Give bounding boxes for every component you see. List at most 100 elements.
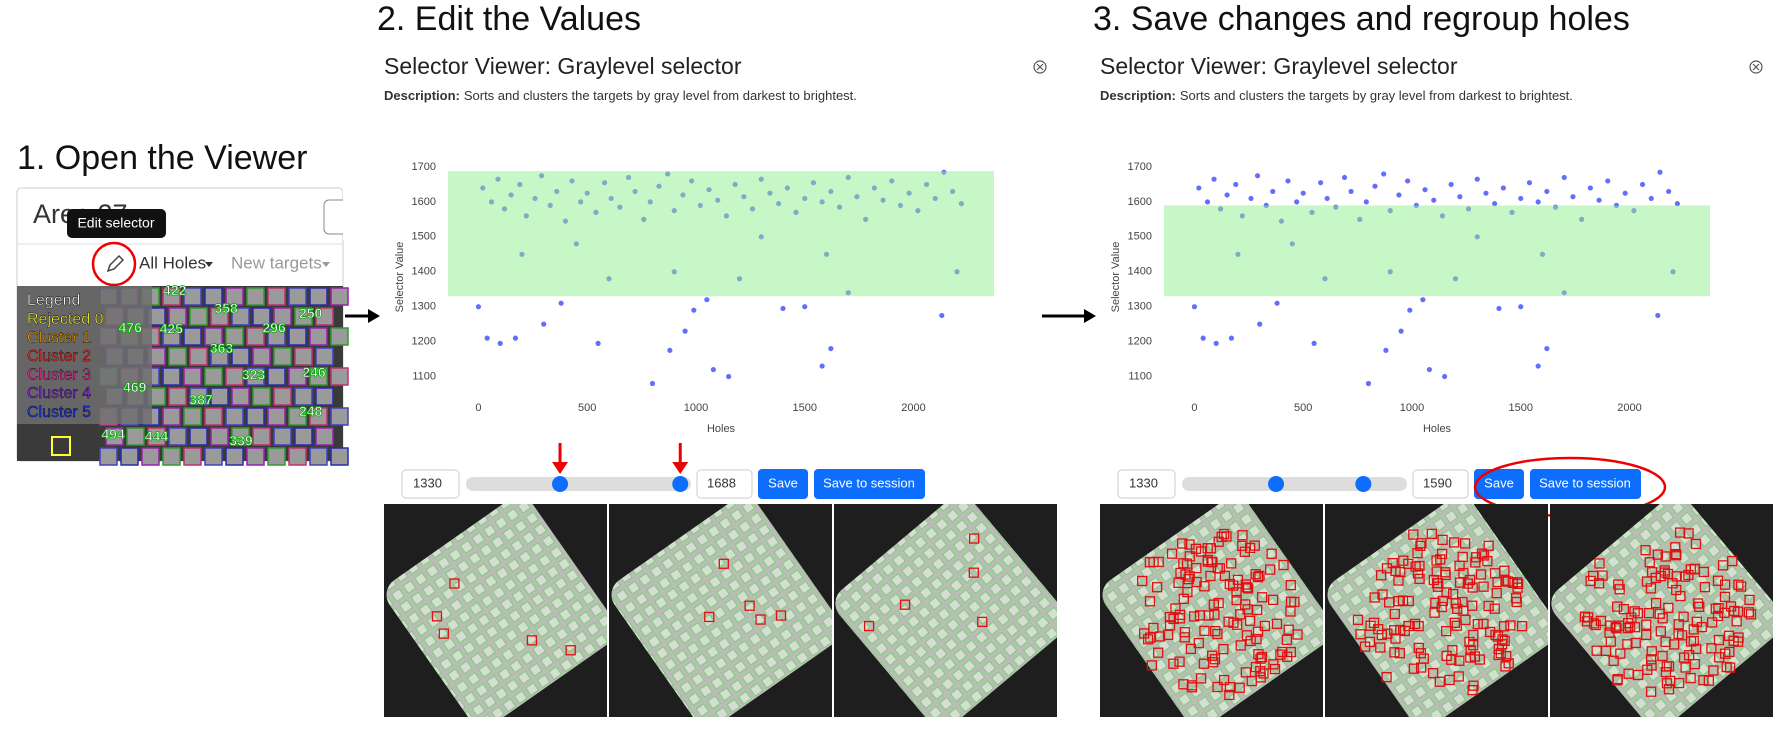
hole — [99, 447, 118, 466]
target-square — [1493, 649, 1504, 661]
target-square — [1434, 676, 1445, 687]
target-square — [1688, 635, 1699, 647]
target-square — [1179, 632, 1190, 643]
target-square — [1237, 540, 1248, 552]
target-square — [1483, 540, 1494, 551]
target-square — [1210, 625, 1221, 637]
target-square — [1502, 576, 1514, 587]
hole — [330, 287, 349, 306]
hole — [288, 447, 307, 466]
point — [1405, 178, 1411, 184]
point — [1254, 173, 1261, 179]
save-session-button[interactable] — [814, 469, 925, 499]
pencil-icon[interactable] — [106, 254, 125, 273]
target-square — [1646, 646, 1657, 657]
target-square — [1252, 571, 1264, 583]
target-square — [1492, 576, 1503, 588]
target-square — [1501, 650, 1512, 662]
save-session-button[interactable] — [1530, 469, 1641, 499]
hole — [162, 287, 181, 306]
y-tick-label: 1200 — [412, 336, 436, 348]
viewer-title: Selector Viewer: Graylevel selector — [384, 53, 742, 79]
slider-handle[interactable] — [1268, 476, 1285, 492]
point — [1674, 201, 1680, 207]
hole-label: 425 — [160, 321, 184, 337]
hole — [288, 367, 307, 386]
point — [1348, 188, 1354, 195]
target-square — [1645, 654, 1657, 665]
target-square — [1382, 628, 1393, 639]
target-square — [1365, 620, 1376, 631]
target-square — [1660, 666, 1672, 678]
slider-track — [466, 477, 691, 491]
hole — [231, 387, 250, 406]
hole — [252, 347, 271, 366]
target-square — [1712, 610, 1724, 622]
hole — [204, 367, 223, 386]
hole — [315, 307, 334, 326]
tooltip — [67, 209, 166, 238]
point — [1383, 347, 1389, 353]
target-square — [1713, 602, 1724, 614]
dropdown[interactable]: All Holes — [139, 253, 206, 272]
target-square — [1281, 634, 1293, 646]
save-button[interactable] — [758, 469, 808, 499]
save-button[interactable] — [1474, 469, 1524, 499]
target-square — [1630, 637, 1641, 649]
slider-handle[interactable] — [1355, 476, 1372, 492]
target-square — [1292, 629, 1303, 640]
target-square — [1645, 686, 1657, 697]
target-square — [1191, 562, 1202, 574]
point — [1535, 363, 1541, 369]
target-square — [1696, 621, 1707, 633]
target-square — [1426, 528, 1437, 539]
target-square — [1240, 667, 1252, 678]
max-input[interactable] — [1412, 469, 1469, 499]
target-square — [1250, 661, 1262, 673]
target-square — [1732, 636, 1744, 647]
min-input[interactable] — [1117, 469, 1176, 499]
target-square — [1646, 567, 1658, 578]
target-square — [1698, 566, 1710, 578]
target-square — [1650, 597, 1662, 609]
hole — [267, 447, 286, 466]
target-square — [968, 567, 979, 578]
slider-handle[interactable] — [552, 476, 569, 492]
hole — [330, 367, 349, 386]
slider-handle[interactable] — [672, 476, 689, 492]
hole — [141, 447, 160, 466]
min-input[interactable] — [401, 469, 460, 499]
close-icon[interactable] — [1033, 60, 1047, 74]
target-square — [1148, 622, 1159, 634]
point — [1285, 178, 1291, 184]
point — [1270, 188, 1276, 195]
hole — [183, 327, 202, 346]
close-icon[interactable] — [1749, 60, 1763, 74]
point — [939, 312, 945, 319]
x-tick-label: 2000 — [901, 402, 925, 414]
target-square — [1444, 674, 1455, 686]
description: Description: Sorts and clusters the targe… — [384, 88, 857, 103]
target-square — [1500, 661, 1511, 672]
target-square — [1643, 607, 1655, 619]
y-tick-label: 1500 — [1128, 231, 1152, 243]
target-square — [1663, 684, 1675, 695]
hole — [168, 307, 187, 326]
target-square — [1387, 557, 1398, 569]
y-tick-label: 1600 — [412, 196, 436, 208]
target-square — [1493, 643, 1504, 655]
point — [1407, 307, 1413, 313]
target-square — [1289, 596, 1300, 608]
grid-square — [611, 504, 832, 717]
max-input[interactable] — [696, 469, 753, 499]
hole — [315, 427, 334, 446]
dropdown[interactable]: New targets — [231, 253, 322, 272]
target-square — [1146, 660, 1157, 671]
target-square — [1719, 591, 1731, 603]
target-square — [1690, 538, 1702, 550]
target-square — [1431, 555, 1442, 566]
x-tick-label: 500 — [578, 402, 596, 414]
target-square — [1241, 582, 1253, 593]
target-square — [1500, 575, 1511, 586]
target-square — [1144, 596, 1156, 607]
